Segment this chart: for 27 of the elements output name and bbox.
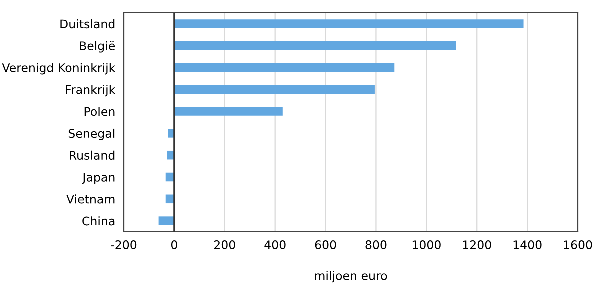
y-tick-label: Duitsland bbox=[60, 19, 115, 29]
x-tick-label: 1600 bbox=[564, 240, 592, 250]
x-tick-label: 600 bbox=[315, 240, 336, 250]
x-tick-label: 1200 bbox=[463, 240, 492, 250]
x-tick-label: 800 bbox=[366, 240, 387, 250]
y-tick-label: China bbox=[82, 216, 115, 226]
x-tick-label: -200 bbox=[111, 240, 137, 250]
x-tick-label: 200 bbox=[214, 240, 236, 250]
x-tick-label: 1000 bbox=[412, 240, 441, 250]
bar bbox=[174, 63, 395, 72]
x-tick-label: 1400 bbox=[514, 240, 542, 250]
bar bbox=[174, 85, 375, 94]
y-tick-label: Vietnam bbox=[66, 194, 115, 204]
x-tick-label: 400 bbox=[264, 240, 286, 250]
x-tick-label: 0 bbox=[171, 240, 178, 250]
y-tick-label: België bbox=[80, 41, 116, 53]
y-tick-label: Frankrijk bbox=[66, 85, 116, 97]
y-tick-label: Polen bbox=[84, 107, 115, 116]
bar bbox=[158, 216, 174, 226]
bar bbox=[174, 107, 283, 116]
y-tick-label: Japan bbox=[82, 173, 115, 184]
bar bbox=[174, 41, 456, 50]
y-tick-label: Verenigd Koninkrijk bbox=[2, 63, 116, 75]
y-tick-label: Senegal bbox=[68, 128, 115, 140]
x-axis-title: miljoen euro bbox=[315, 271, 388, 283]
bar bbox=[174, 20, 524, 28]
y-tick-label: Rusland bbox=[70, 150, 115, 160]
